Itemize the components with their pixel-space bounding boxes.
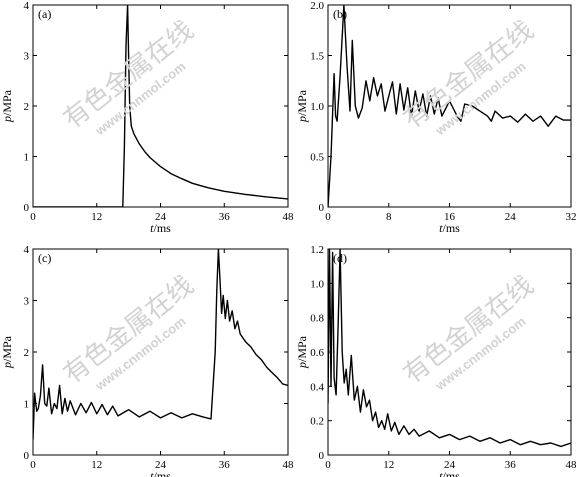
x-tick-label: 0 (30, 211, 36, 223)
x-tick-label: 24 (444, 459, 456, 471)
x-tick-label: 36 (219, 459, 231, 471)
panel-d: 0 12 24 36 48 0 0.2 0.4 0.6 0.8 1.0 1.2 (d) t/ms p/MPa (295, 244, 576, 477)
x-tick-label: 12 (91, 211, 102, 223)
y-axis-label: p/MPa (0, 335, 14, 369)
y-tick-label: 4 (24, 244, 30, 256)
x-axis-label: t/ms (150, 221, 171, 235)
y-tick-label: 0.5 (310, 152, 324, 164)
panel-label: (c) (38, 251, 51, 265)
x-tick-label: 0 (325, 211, 331, 223)
series-line (328, 249, 571, 448)
y-tick-label: 0 (319, 450, 325, 462)
y-tick-label: 1.5 (310, 51, 324, 63)
y-tick-label: 2 (24, 347, 30, 359)
x-axis-label: t/ms (439, 469, 460, 477)
x-tick-label: 36 (219, 211, 231, 223)
x-tick-label: 0 (30, 459, 36, 471)
x-tick-label: 48 (283, 459, 295, 471)
panel-label: (b) (333, 7, 347, 21)
series-line (33, 5, 288, 207)
panel-label: (d) (333, 251, 347, 265)
y-tick-label: 0.8 (310, 313, 324, 325)
x-tick-label: 48 (566, 459, 576, 471)
y-tick-label: 0.2 (310, 416, 324, 428)
x-tick-label: 32 (566, 211, 576, 223)
series-line (33, 249, 288, 440)
y-tick-label: 1.2 (310, 244, 324, 256)
x-tick-label: 12 (91, 459, 102, 471)
y-tick-label: 3 (24, 296, 30, 308)
x-tick-label: 48 (283, 211, 295, 223)
x-tick-label: 36 (505, 459, 517, 471)
panel-b: 0 8 16 24 32 0 0.5 1.0 1.5 2.0 (b) t/ms p/MPa (295, 0, 576, 235)
y-axis-label: p/MPa (295, 89, 309, 123)
series-line (328, 5, 571, 207)
y-axis-label: p/MPa (0, 89, 14, 123)
x-tick-label: 12 (383, 459, 394, 471)
y-tick-label: 1.0 (310, 278, 324, 290)
x-tick-label: 24 (505, 211, 517, 223)
y-tick-label: 1 (24, 399, 30, 411)
y-tick-label: 4 (24, 0, 30, 12)
x-tick-label: 8 (386, 211, 392, 223)
y-tick-label: 2.0 (310, 0, 324, 12)
x-axis-label: t/ms (150, 469, 171, 477)
y-tick-label: 1.0 (310, 101, 324, 113)
x-tick-label: 24 (155, 459, 167, 471)
panel-label: (a) (38, 7, 51, 21)
y-tick-label: 0 (24, 450, 30, 462)
x-tick-label: 16 (444, 211, 456, 223)
y-tick-label: 0.4 (310, 381, 324, 393)
y-tick-label: 0.6 (310, 347, 324, 359)
y-axis-label: p/MPa (295, 335, 309, 369)
y-tick-label: 1 (24, 152, 30, 164)
plot-frame (32, 248, 289, 456)
x-axis-label: t/ms (439, 221, 460, 235)
y-tick-label: 0 (319, 202, 325, 214)
x-tick-label: 24 (155, 211, 167, 223)
x-tick-label: 0 (325, 459, 331, 471)
y-tick-label: 2 (24, 101, 30, 113)
y-tick-label: 0 (24, 202, 30, 214)
y-tick-label: 3 (24, 51, 30, 63)
